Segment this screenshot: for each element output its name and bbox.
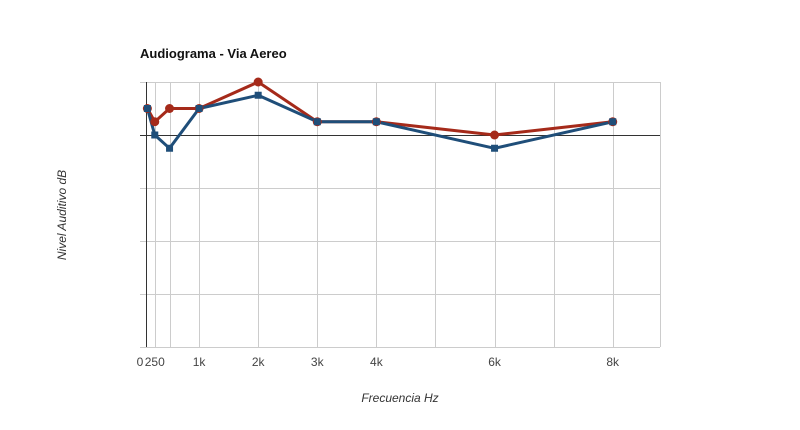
series-2-point	[195, 105, 203, 112]
x-axis-title: Frecuencia Hz	[361, 391, 438, 405]
x-tick-label: 2k	[252, 355, 266, 369]
series-2-point	[491, 144, 499, 152]
x-tick-label: 0	[137, 355, 144, 369]
series-layer	[142, 77, 618, 152]
series-2-point	[254, 91, 262, 99]
series-2-point	[151, 131, 159, 139]
series-1-point	[490, 130, 500, 140]
x-tick-label: 250	[145, 355, 165, 369]
chart-title: Audiograma - Via Aereo	[140, 46, 287, 61]
series-1-point	[165, 104, 175, 113]
y-axis-title: Nivel Auditivo dB	[55, 170, 69, 260]
x-tick-label: 1k	[193, 355, 207, 369]
series-2-point	[372, 118, 380, 126]
x-tick-label: 3k	[311, 355, 325, 369]
series-2-point	[143, 105, 151, 112]
grid-layer	[140, 82, 661, 348]
series-1-point	[150, 117, 160, 127]
x-tick-label: 6k	[488, 355, 502, 369]
x-tick-label: 4k	[370, 355, 384, 369]
x-tick-label: 8k	[606, 355, 620, 369]
series-line-1	[145, 80, 615, 137]
series-1-point	[253, 77, 263, 87]
series-2-point	[609, 118, 617, 126]
tick-layer: 0 250 1k 2k 3k 4k 6k 8k	[137, 355, 620, 369]
series-2-point	[313, 118, 321, 126]
axis-layer	[140, 82, 660, 347]
series-2-point	[166, 144, 174, 152]
